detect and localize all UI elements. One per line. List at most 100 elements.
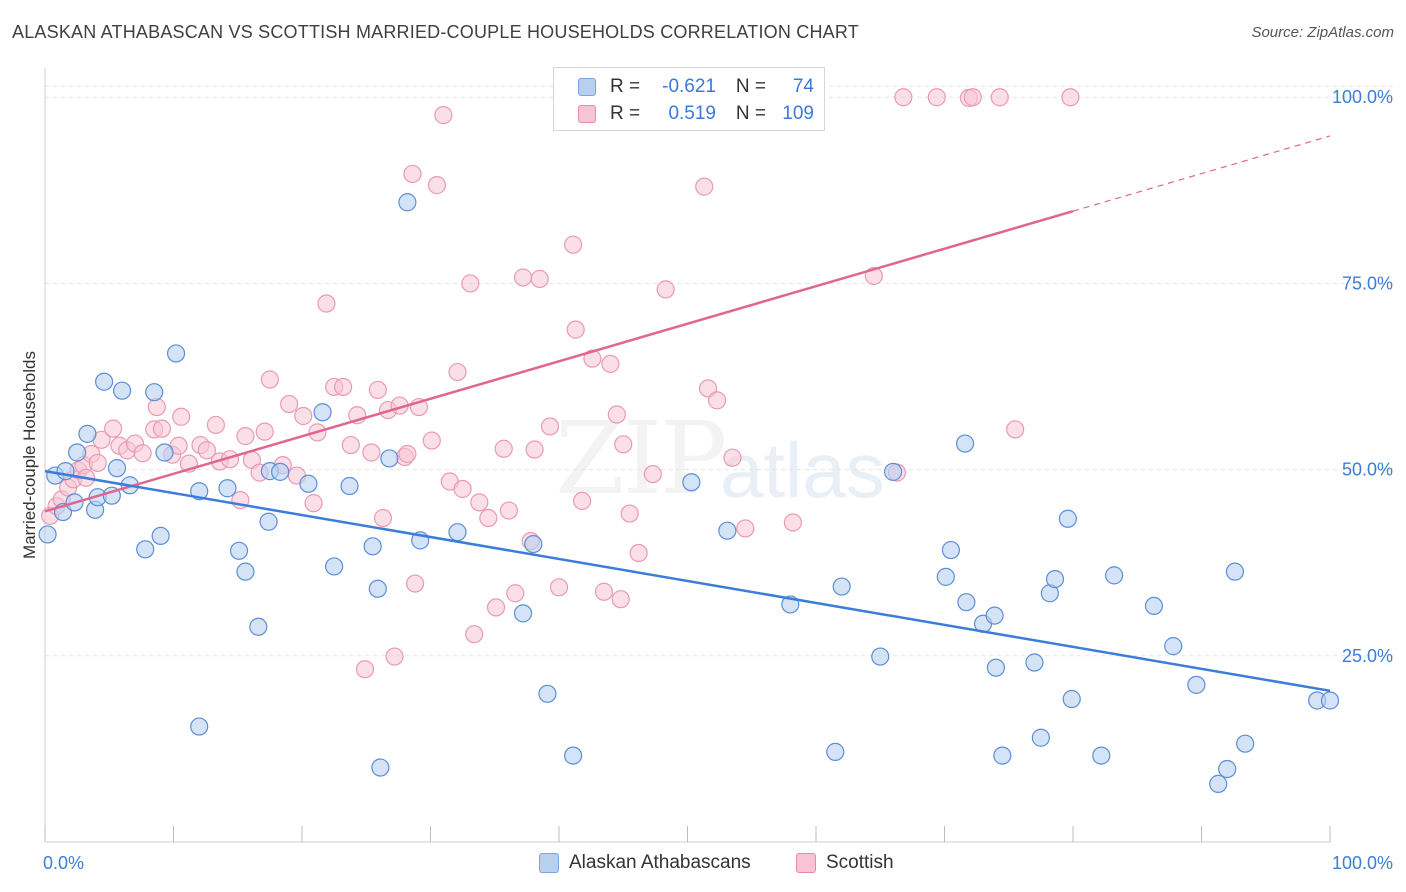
scottish-point	[1006, 420, 1025, 439]
alaskan-point	[340, 476, 359, 496]
scottish-point	[317, 294, 336, 313]
alaskan-point	[236, 562, 255, 581]
scottish-point	[723, 448, 742, 467]
x-tick-label: 0.0%	[43, 853, 84, 873]
alaskan-point	[1225, 562, 1245, 581]
scottish-point	[479, 508, 498, 528]
watermark-atlas: atlas	[720, 426, 885, 514]
scottish-point	[355, 660, 375, 679]
alaskan-point	[78, 424, 97, 443]
alaskan-point	[95, 372, 114, 391]
scottish-point	[197, 441, 217, 460]
scottish-point	[206, 415, 226, 435]
scottish-point	[133, 444, 152, 463]
series-legend-scottish[interactable]: Scottish	[796, 852, 894, 874]
alaskan-point	[259, 512, 278, 531]
scottish-point	[88, 453, 107, 473]
alaskan-point	[107, 459, 127, 478]
scottish-point	[629, 543, 648, 563]
legend-n-label: N =	[735, 103, 766, 124]
scottish-point	[695, 177, 714, 196]
alaskan-point	[190, 482, 209, 501]
alaskan-point	[1209, 774, 1228, 794]
alaskan-point	[883, 462, 903, 481]
alaskan-point	[112, 381, 132, 400]
alaskan-point	[985, 606, 1004, 625]
scottish-point	[461, 274, 480, 293]
scottish-point	[434, 106, 453, 125]
series-label-alaskan: Alaskan Athabascans	[569, 852, 751, 873]
alaskan-point	[1045, 569, 1065, 589]
series-swatch-scottish	[796, 853, 816, 873]
alaskan-point	[1187, 675, 1206, 694]
scottish-point	[341, 435, 360, 455]
alaskan-point	[325, 557, 344, 576]
scottish-point	[707, 391, 727, 410]
legend-n-value: 109	[782, 103, 814, 124]
alaskan-point	[363, 537, 382, 556]
scottish-point	[453, 479, 472, 499]
alaskan-point	[229, 541, 249, 560]
alaskan-point	[56, 462, 75, 481]
y-tick-label: 100.0%	[1332, 87, 1393, 107]
scottish-point	[470, 493, 489, 512]
scottish-point	[172, 407, 191, 426]
y-tick-label: 25.0%	[1342, 646, 1393, 666]
alaskan-point	[1062, 689, 1081, 709]
alaskan-point	[564, 746, 583, 765]
alaskan-point	[957, 593, 976, 612]
alaskan-point	[1236, 734, 1255, 753]
alaskan-point	[398, 193, 417, 212]
scottish-point	[513, 268, 533, 287]
alaskan-point	[871, 647, 890, 666]
legend-r-value: -0.621	[662, 76, 716, 97]
alaskan-point	[682, 473, 701, 492]
scottish-point	[530, 269, 549, 289]
scottish-point	[448, 362, 467, 382]
series-label-scottish: Scottish	[826, 852, 894, 873]
alaskan-point	[368, 579, 387, 598]
scottish-point	[385, 647, 404, 666]
alaskan-point	[68, 443, 87, 462]
alaskan-point	[524, 534, 543, 554]
scottish-point	[255, 422, 274, 441]
scottish-point	[368, 380, 387, 400]
legend-r-label: R =	[610, 76, 641, 97]
alaskan-point	[1320, 691, 1340, 710]
scottish-point	[614, 435, 633, 454]
scottish-point	[736, 519, 755, 538]
alaskan-point	[166, 344, 186, 363]
scottish-point	[594, 582, 614, 601]
scottish-point	[573, 491, 592, 510]
legend-r-label: R =	[610, 103, 641, 124]
alaskan-point	[1164, 637, 1183, 656]
legend-row-alaskan: R = -0.621 N = 74	[554, 74, 814, 100]
alaskan-point	[380, 449, 399, 468]
alaskan-point	[155, 443, 174, 462]
scottish-point	[373, 508, 393, 528]
scottish-point	[607, 405, 626, 424]
series-legend-alaskan[interactable]: Alaskan Athabascans	[539, 852, 751, 874]
alaskan-point	[826, 742, 845, 761]
legend-r-value: 0.519	[668, 103, 716, 124]
alaskan-point	[448, 523, 467, 542]
alaskan-point	[151, 526, 170, 546]
alaskan-point	[993, 746, 1012, 765]
alaskan-point	[249, 617, 268, 636]
scottish-point	[783, 513, 802, 532]
alaskan-point	[1092, 746, 1111, 765]
alaskan-point	[1058, 509, 1077, 528]
legend-n-label: N =	[735, 76, 766, 97]
legend-n-value: 74	[792, 76, 814, 97]
alaskan-point	[718, 521, 737, 540]
alaskan-point	[313, 403, 332, 422]
series-legend: Alaskan Athabascans Scottish	[0, 852, 1406, 878]
scottish-trend-line	[44, 209, 1074, 513]
scottish-point	[525, 440, 544, 459]
scottish-point	[643, 464, 662, 484]
alaskan-point	[1218, 759, 1237, 779]
chart-title: ALASKAN ATHABASCAN VS SCOTTISH MARRIED-C…	[12, 22, 859, 42]
alaskan-point	[190, 717, 209, 736]
alaskan-point	[371, 758, 390, 777]
alaskan-point	[832, 577, 851, 596]
